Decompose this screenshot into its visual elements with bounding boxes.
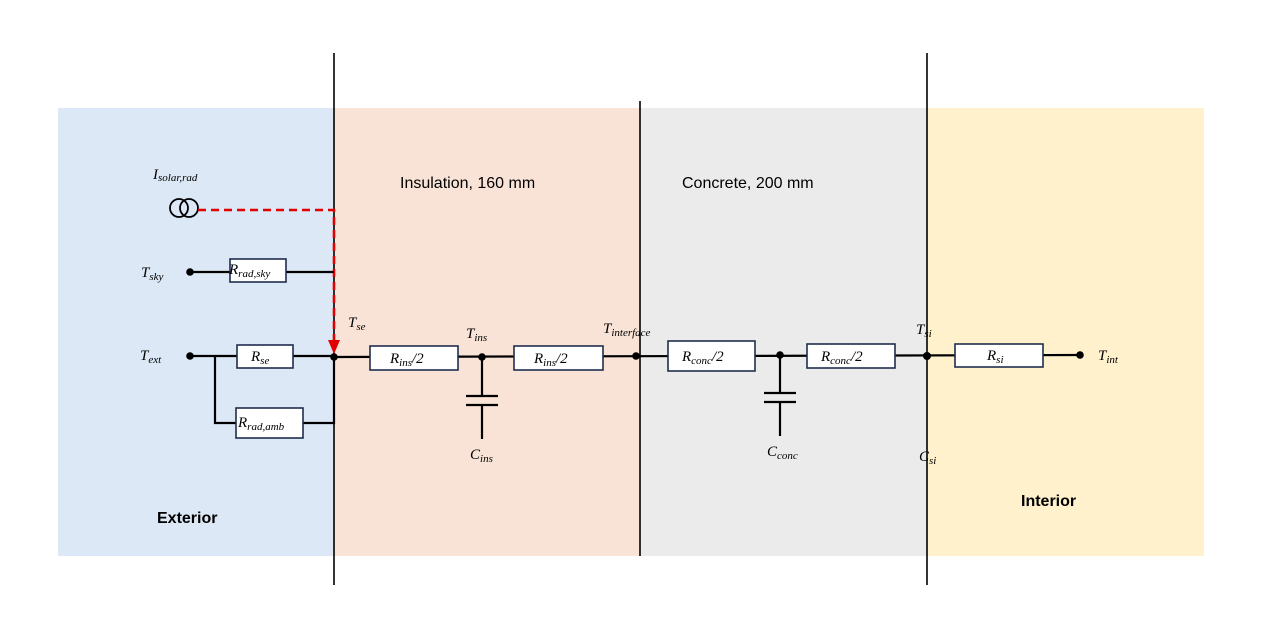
t-ext-node: [186, 352, 194, 360]
concrete-region: [640, 108, 927, 556]
r-si-resistor: [954, 343, 1044, 368]
r-rad-sky-resistor: [229, 258, 287, 283]
r-ins-1-label: Rins/2: [389, 351, 424, 369]
r-rad-amb-resistor: [235, 407, 304, 439]
solar-arrow-icon: [328, 340, 340, 354]
concrete-label: Concrete, 200 mm: [682, 175, 814, 192]
t-se-label: Tse: [348, 315, 366, 333]
r-se-resistor: [236, 344, 294, 369]
insulation-region: [334, 108, 640, 556]
r-ins-2-label: Rins/2: [533, 351, 568, 369]
c-ins-capacitor-icon: [466, 357, 498, 439]
t-se-node: [330, 353, 338, 361]
t-si-label: Tsi: [916, 322, 932, 340]
c-ins-label: Cins: [470, 447, 493, 465]
r-si-label: Rsi: [986, 348, 1004, 366]
t-interface-node: [632, 352, 640, 360]
t-int-node: [1076, 351, 1084, 359]
t-interface-label: Tinterface: [603, 321, 651, 339]
solar-gain-dashed-line: [198, 208, 336, 348]
t-sky-label: Tsky: [141, 265, 164, 283]
source-label: Isolar,rad: [152, 167, 198, 184]
r-conc-1-resistor: [667, 340, 756, 372]
t-si-node: [923, 352, 931, 360]
t-ext-label: Text: [140, 348, 162, 366]
c-conc-capacitor-icon: [764, 355, 796, 436]
current-source-icon: [169, 198, 199, 218]
r-conc-1-label: Rconc/2: [681, 349, 724, 367]
r-ins-1-resistor: [369, 345, 459, 371]
t-sky-node: [186, 268, 194, 276]
r-ins-2-resistor: [513, 345, 604, 371]
interior-label: Interior: [1021, 493, 1076, 510]
interior-region: [927, 108, 1204, 556]
r-rad-amb-label: Rrad,amb: [237, 415, 285, 433]
exterior-region: [58, 108, 334, 556]
t-int-label: Tint: [1098, 348, 1119, 366]
r-se-label: Rse: [250, 349, 269, 367]
exterior-label: Exterior: [157, 510, 217, 527]
c-conc-label: Cconc: [767, 444, 798, 462]
t-ins-label: Tins: [466, 326, 487, 344]
insulation-label: Insulation, 160 mm: [400, 175, 535, 192]
c-si-label: Csi: [919, 449, 936, 467]
r-conc-2-resistor: [806, 343, 896, 369]
r-rad-sky-label: Rrad,sky: [228, 262, 270, 280]
r-conc-2-label: Rconc/2: [820, 349, 863, 367]
